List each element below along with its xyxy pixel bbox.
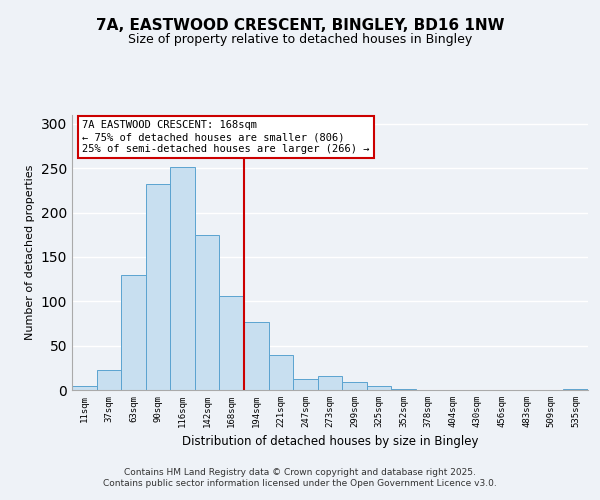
Text: 7A EASTWOOD CRESCENT: 168sqm
← 75% of detached houses are smaller (806)
25% of s: 7A EASTWOOD CRESCENT: 168sqm ← 75% of de… <box>82 120 370 154</box>
Bar <box>269 354 293 390</box>
Bar <box>342 382 367 390</box>
Bar <box>367 386 391 390</box>
Bar <box>121 274 146 390</box>
Bar <box>146 184 170 390</box>
Y-axis label: Number of detached properties: Number of detached properties <box>25 165 35 340</box>
Bar <box>391 389 416 390</box>
Text: 7A, EASTWOOD CRESCENT, BINGLEY, BD16 1NW: 7A, EASTWOOD CRESCENT, BINGLEY, BD16 1NW <box>96 18 504 32</box>
Text: Size of property relative to detached houses in Bingley: Size of property relative to detached ho… <box>128 32 472 46</box>
Bar <box>170 168 195 390</box>
Bar <box>220 296 244 390</box>
Bar <box>293 380 318 390</box>
Bar <box>563 389 588 390</box>
Bar <box>97 370 121 390</box>
Bar <box>195 235 220 390</box>
Bar <box>244 322 269 390</box>
X-axis label: Distribution of detached houses by size in Bingley: Distribution of detached houses by size … <box>182 436 478 448</box>
Bar <box>318 376 342 390</box>
Text: Contains HM Land Registry data © Crown copyright and database right 2025.
Contai: Contains HM Land Registry data © Crown c… <box>103 468 497 487</box>
Bar <box>72 386 97 390</box>
